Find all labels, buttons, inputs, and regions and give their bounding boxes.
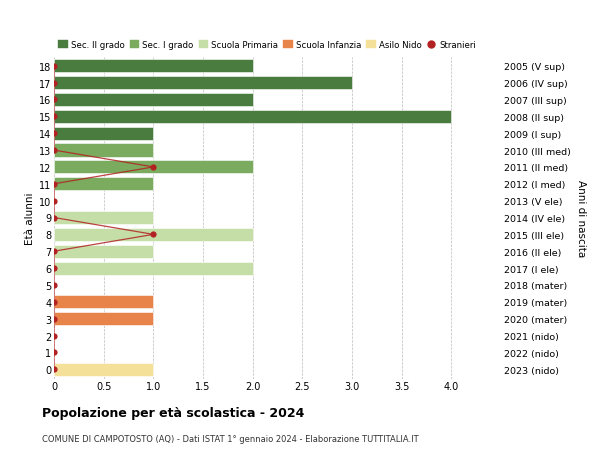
Bar (54, 127, 154, 140)
Bar (54, 228, 253, 241)
Bar (54, 77, 352, 90)
Y-axis label: Età alunni: Età alunni (25, 192, 35, 244)
Bar (54, 178, 154, 191)
Bar (54, 144, 154, 157)
Legend: Sec. II grado, Sec. I grado, Scuola Primaria, Scuola Infanzia, Asilo Nido, Stran: Sec. II grado, Sec. I grado, Scuola Prim… (58, 41, 476, 50)
Bar (54, 262, 253, 275)
Y-axis label: Anni di nascita: Anni di nascita (576, 179, 586, 257)
Bar (54, 363, 154, 376)
Bar (54, 94, 253, 107)
Bar (54, 245, 154, 258)
Bar (54, 212, 154, 224)
Bar (54, 296, 154, 309)
Bar (54, 161, 253, 174)
Bar (54, 60, 253, 73)
Bar (54, 111, 451, 123)
Bar (54, 313, 154, 325)
Text: COMUNE DI CAMPOTOSTO (AQ) - Dati ISTAT 1° gennaio 2024 - Elaborazione TUTTITALIA: COMUNE DI CAMPOTOSTO (AQ) - Dati ISTAT 1… (42, 434, 419, 443)
Text: Popolazione per età scolastica - 2024: Popolazione per età scolastica - 2024 (42, 406, 304, 419)
